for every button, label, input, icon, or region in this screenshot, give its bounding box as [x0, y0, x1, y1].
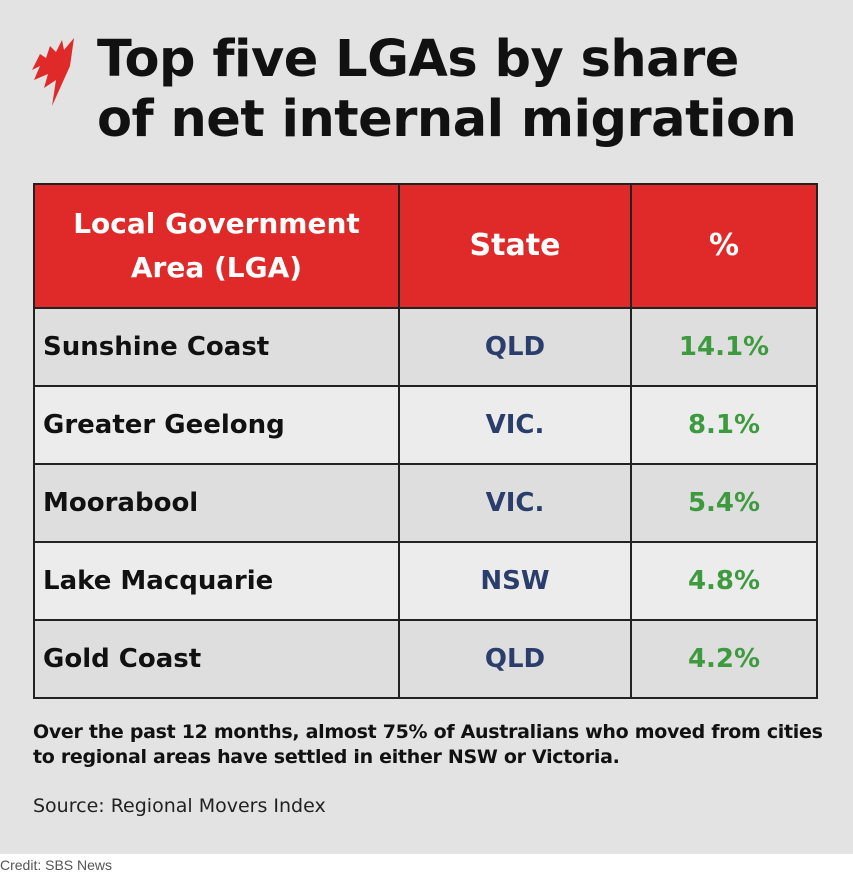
image-credit: Credit: SBS News	[0, 857, 113, 873]
page-title: Top five LGAs by share of net internal mi…	[97, 30, 797, 149]
header-lga: Local Government Area (LGA)	[33, 183, 400, 309]
sbs-logo-icon	[32, 38, 74, 106]
header-percent: %	[630, 183, 818, 309]
percent-cell: 8.1%	[630, 385, 818, 465]
lga-cell: Greater Geelong	[33, 385, 400, 465]
table-row: Greater Geelong VIC. 8.1%	[33, 385, 818, 465]
percent-cell: 4.2%	[630, 619, 818, 699]
state-cell: QLD	[398, 619, 632, 699]
lga-cell: Lake Macquarie	[33, 541, 400, 621]
table-header-row: Local Government Area (LGA) State %	[33, 183, 818, 309]
table-row: Sunshine Coast QLD 14.1%	[33, 307, 818, 387]
percent-cell: 14.1%	[630, 307, 818, 387]
table-row: Lake Macquarie NSW 4.8%	[33, 541, 818, 621]
state-cell: VIC.	[398, 463, 632, 543]
table-row: Moorabool VIC. 5.4%	[33, 463, 818, 543]
header-state: State	[398, 183, 632, 309]
state-cell: NSW	[398, 541, 632, 621]
table-row: Gold Coast QLD 4.2%	[33, 619, 818, 699]
source-text: Source: Regional Movers Index	[33, 795, 326, 817]
state-cell: VIC.	[398, 385, 632, 465]
percent-cell: 5.4%	[630, 463, 818, 543]
lga-cell: Gold Coast	[33, 619, 400, 699]
footnote: Over the past 12 months, almost 75% of A…	[33, 721, 823, 768]
lga-cell: Moorabool	[33, 463, 400, 543]
infographic-panel: Top five LGAs by share of net internal mi…	[0, 0, 853, 854]
state-cell: QLD	[398, 307, 632, 387]
lga-cell: Sunshine Coast	[33, 307, 400, 387]
lga-table: Local Government Area (LGA) State % Sunsh…	[33, 183, 818, 699]
percent-cell: 4.8%	[630, 541, 818, 621]
